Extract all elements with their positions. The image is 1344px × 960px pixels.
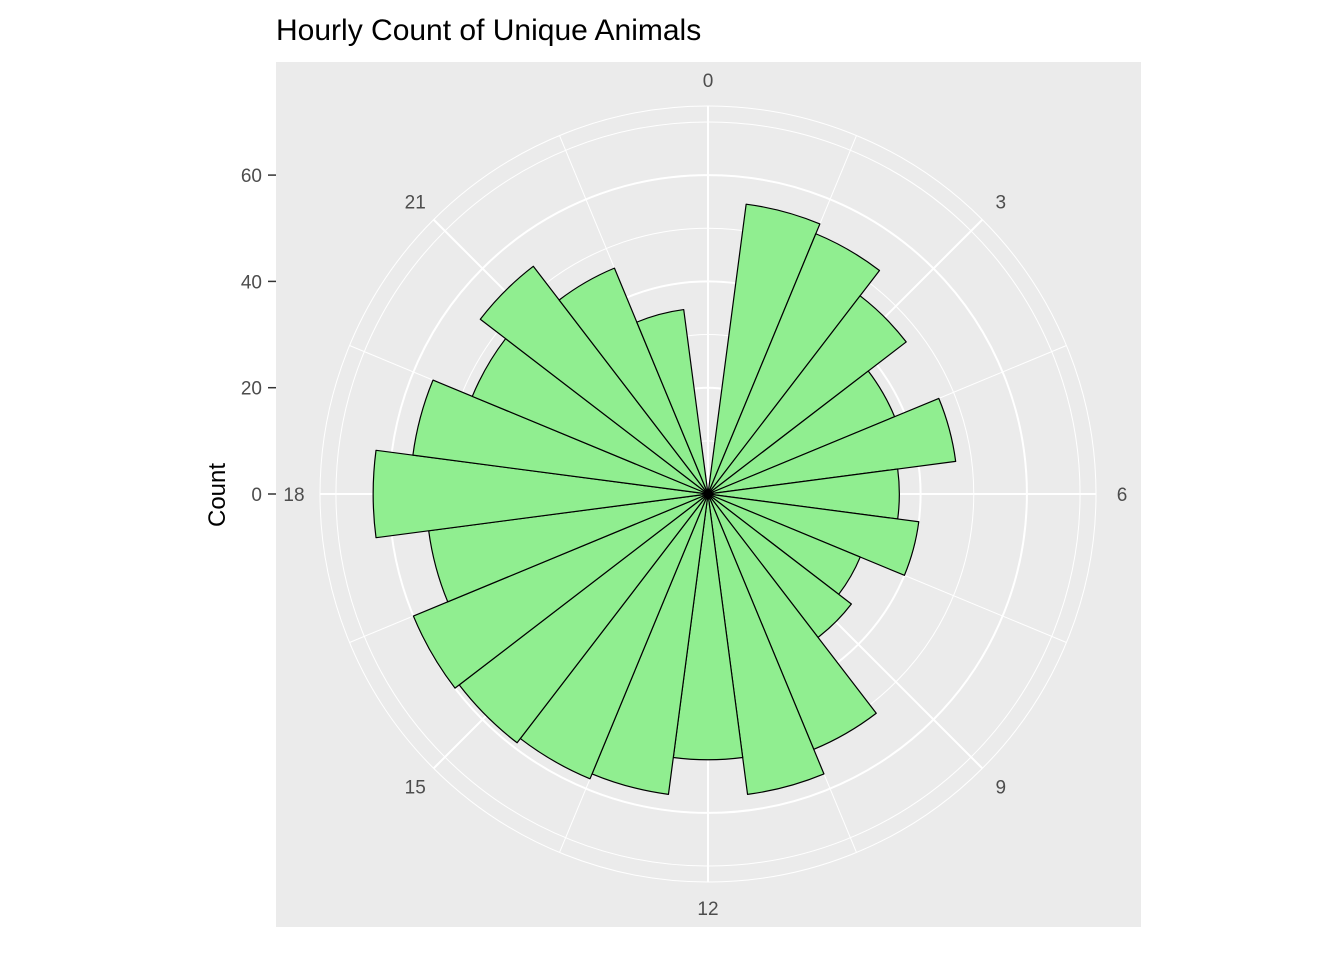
bar-hour-18	[372, 449, 709, 539]
bar-hour-7	[707, 493, 920, 576]
bar-hour-11	[707, 493, 825, 795]
theta-tick-label: 9	[995, 778, 1006, 799]
theta-tick-label: 21	[405, 192, 426, 213]
chart-title: Hourly Count of Unique Animals	[276, 14, 701, 47]
theta-tick-label: 15	[405, 778, 426, 799]
r-tick-label: 40	[241, 272, 262, 293]
bars	[372, 203, 957, 795]
theta-tick-label: 6	[1117, 485, 1128, 506]
bar-hour-22	[558, 267, 709, 495]
bar-hour-5	[707, 397, 957, 495]
y-axis-label: Count	[204, 463, 231, 527]
tick-labels: 0 3 6 9 12 15 18 21 0 20 40 60	[241, 71, 1127, 920]
bar-hour-19	[412, 379, 709, 495]
bar-hour-3	[707, 295, 907, 495]
bar-hour-21	[479, 265, 709, 495]
bar-hour-1	[707, 203, 821, 495]
bar-hour-2	[707, 233, 881, 495]
bar-hour-16	[412, 493, 709, 689]
theta-tick-label: 12	[697, 899, 718, 920]
r-tick-label: 20	[241, 379, 262, 400]
theta-tick-label: 18	[283, 485, 304, 506]
theta-tick-label: 0	[703, 71, 714, 92]
bar-hour-23	[636, 308, 709, 495]
r-tick-label: 60	[241, 166, 262, 187]
r-tick-label: 0	[251, 485, 262, 506]
theta-tick-label: 3	[995, 192, 1006, 213]
